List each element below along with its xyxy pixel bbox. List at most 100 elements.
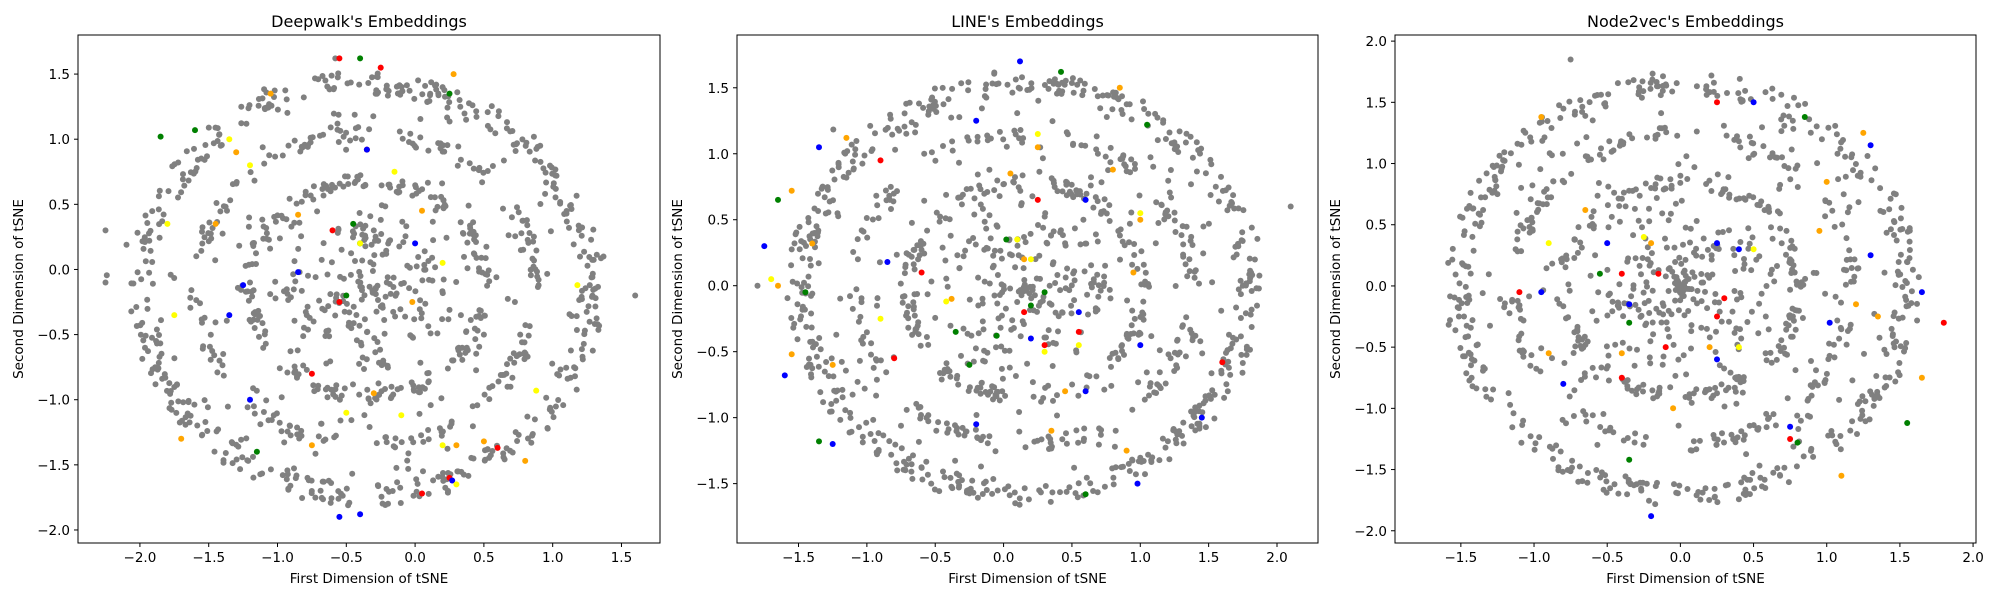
data-point [399,135,406,142]
data-point [847,414,854,421]
highlight-point [1940,319,1947,326]
data-point [457,219,464,226]
y-tick-label: −1.0 [696,411,729,427]
data-point [1572,343,1579,350]
data-point [1897,215,1904,222]
data-point [1191,274,1198,281]
data-point [1776,185,1783,192]
data-point [1739,98,1746,104]
data-point [287,348,294,355]
data-point [1532,440,1539,447]
data-point [1248,288,1255,294]
data-point [1620,437,1627,444]
data-point [414,480,421,487]
data-point [373,396,380,403]
data-point [1687,239,1693,246]
data-point [1062,242,1069,249]
data-point [1098,427,1105,433]
highlight-point [247,396,253,403]
data-point [1616,218,1623,225]
data-point [1068,80,1075,86]
data-point [1837,446,1844,453]
data-point [430,477,437,484]
data-point [533,145,540,152]
data-point [1192,404,1199,411]
data-point [418,432,425,439]
data-point [1628,293,1635,300]
data-point [1171,217,1178,224]
data-point [383,439,390,446]
data-point [1248,224,1255,231]
data-point [1590,208,1597,215]
highlight-point [1027,335,1034,342]
data-point [370,113,377,120]
data-point [852,151,859,158]
data-point [380,360,387,367]
data-point [963,489,970,496]
data-point [413,476,420,483]
data-point [507,355,514,362]
data-point [279,472,286,479]
data-point [1861,350,1867,357]
highlight-point [877,315,884,322]
data-point [874,302,880,309]
data-point [1510,410,1517,417]
data-point [1514,236,1521,243]
data-point [1057,287,1064,294]
data-point [1007,285,1014,292]
data-point [179,176,186,183]
data-point [598,255,604,262]
data-point [1039,155,1046,162]
data-point [1472,220,1479,227]
data-point [1788,270,1795,276]
data-point [279,152,286,159]
x-tick-label: −1.0 [1518,550,1551,566]
data-point [1850,278,1857,285]
data-point [466,160,473,167]
data-point [303,312,310,319]
data-point [1237,277,1244,284]
data-point [794,336,801,343]
data-point [447,423,454,430]
data-point [425,147,432,154]
data-point [1021,234,1027,240]
data-point [823,359,830,365]
data-point [481,391,488,398]
data-point [1153,390,1160,396]
data-point [419,91,426,98]
data-point [386,281,393,287]
data-point [1543,265,1550,272]
data-point [455,468,462,475]
data-point [1681,267,1688,274]
data-point [911,291,918,298]
data-point [916,252,923,259]
data-point [1638,94,1645,101]
data-point [903,130,910,137]
data-point [923,334,930,340]
data-point [834,387,841,394]
data-point [528,439,535,446]
data-point [996,193,1003,200]
data-point [801,279,807,286]
data-point [1052,280,1059,286]
data-point [1187,133,1194,140]
chart-title: Deepwalk's Embeddings [271,12,467,31]
data-point [1631,439,1638,446]
data-point [920,104,927,111]
data-point [446,99,453,106]
data-point [1855,265,1862,272]
data-point [1509,296,1516,303]
data-point [1635,384,1642,391]
data-point [1192,267,1199,274]
data-point [1142,269,1149,276]
data-point [199,345,206,352]
data-point [960,325,967,332]
data-point [530,133,537,140]
data-point [1477,211,1483,218]
data-point [1097,431,1104,438]
data-point [529,255,536,262]
data-point [915,319,922,326]
data-point [332,55,339,62]
data-point [1131,241,1138,247]
data-point [1017,127,1024,133]
